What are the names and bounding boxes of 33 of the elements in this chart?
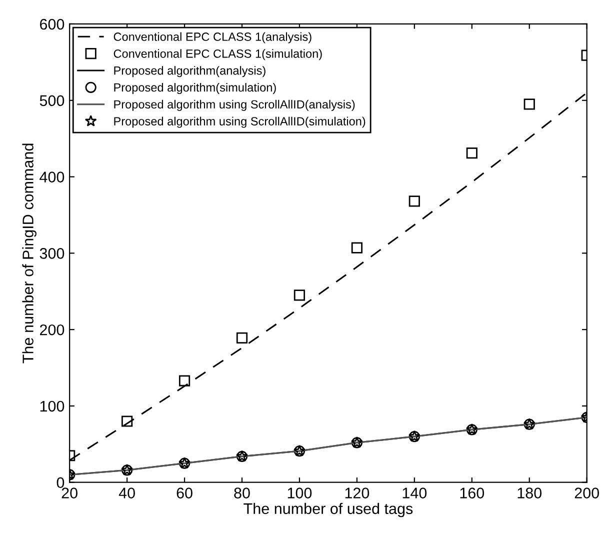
- x-tick-label: 40: [118, 488, 135, 498]
- legend-label: Conventional EPC CLASS 1(simulation): [114, 49, 322, 60]
- legend-label: Proposed algorithm(analysis): [114, 66, 266, 78]
- point: [466, 148, 478, 159]
- point: [524, 98, 535, 110]
- x-tick-label: 80: [234, 488, 250, 498]
- x-tick-label: 120: [345, 488, 370, 498]
- legend-label: Conventional EPC CLASS 1(analysis): [114, 32, 312, 44]
- x-tick-label: 20: [62, 488, 78, 498]
- x-tick-label: 160: [460, 488, 484, 498]
- x-axis-title: The number of used tags: [244, 502, 413, 518]
- y-tick-label: 500: [40, 95, 64, 106]
- y-tick-label: 200: [40, 324, 64, 336]
- y-axis-title: The number of PingID command: [22, 144, 36, 364]
- legend-label: Proposed algorithm using ScrollAllID(analysis): [114, 100, 355, 111]
- x-tick-label: 140: [402, 488, 427, 498]
- point: [121, 416, 133, 427]
- x-tick-label: 180: [518, 488, 542, 498]
- point: [178, 375, 190, 386]
- legend-label: Proposed algorithm using ScrollAllID(simulation): [114, 116, 366, 128]
- y-tick-label: 100: [40, 400, 64, 412]
- legend-label: Proposed algorithm(simulation): [114, 82, 276, 94]
- x-tick-label: 100: [288, 488, 312, 498]
- point: [351, 242, 363, 254]
- y-tick-label: 300: [40, 248, 64, 259]
- y-tick-label: 600: [40, 18, 64, 30]
- x-tick-label: 200: [574, 488, 599, 498]
- y-tick-label: 400: [40, 172, 64, 182]
- y-tick-label: 0: [56, 477, 64, 488]
- point: [294, 290, 306, 301]
- point: [408, 196, 420, 207]
- point: [236, 332, 248, 344]
- x-tick-label: 60: [176, 488, 192, 498]
